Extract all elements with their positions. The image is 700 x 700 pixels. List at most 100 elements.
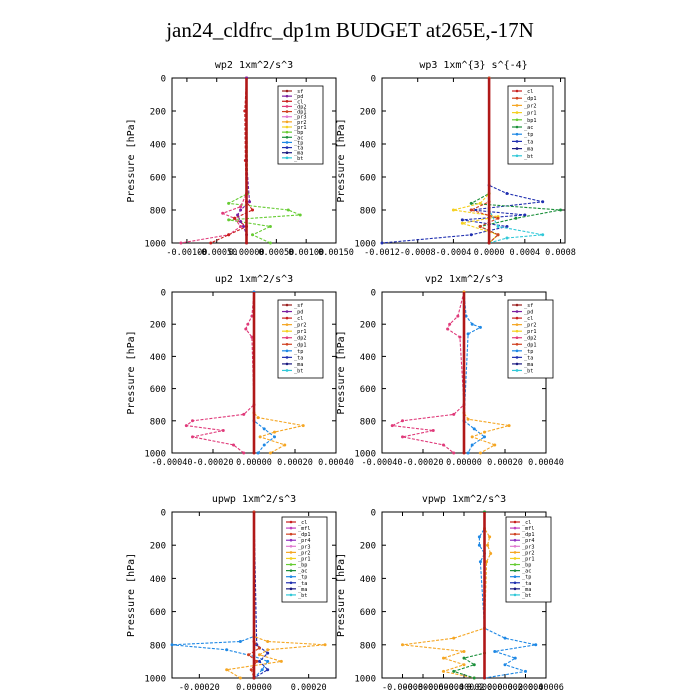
y-tick-label: 800 [150, 417, 166, 427]
series-point [472, 676, 476, 680]
legend-label: _dp2 [294, 104, 307, 110]
legend-label: _ta [522, 581, 531, 587]
legend-label: _ac [298, 569, 307, 575]
series-point [257, 659, 261, 663]
series-point [298, 213, 302, 217]
series-point [486, 543, 490, 547]
legend-label: _ma [524, 362, 533, 368]
series-line [184, 291, 255, 454]
series-point [242, 412, 246, 416]
y-tick-label: 800 [360, 641, 376, 651]
series-point [487, 241, 491, 245]
legend-marker [515, 356, 519, 359]
series-point [266, 639, 270, 643]
x-tick-label: 0.00002 [487, 683, 523, 693]
x-tick-label: 0.00020 [487, 458, 523, 468]
x-tick-label: 0.00150 [318, 248, 354, 258]
y-axis-label: Pressure [hPa] [126, 330, 137, 414]
y-axis-label: Pressure [hPa] [336, 118, 347, 202]
y-tick-label: 800 [360, 417, 376, 427]
panel-5: vpwp 1xm^2/s^3 Pressure [hPa] 0 200 400 600 80… [336, 494, 564, 693]
series-point [239, 220, 243, 224]
legend-marker [285, 146, 289, 149]
legend-label: _pr3 [522, 544, 535, 550]
legend-marker [515, 140, 519, 143]
x-tick-label: -0.00004 [423, 683, 464, 693]
legend-marker [515, 111, 519, 114]
y-tick-label: 600 [150, 608, 166, 618]
legend-marker [515, 369, 519, 372]
chart-title: jan24_cldfrc_dp1m BUDGET at265E,-17N [166, 18, 534, 42]
panel-2: up2 1xm^2/s^3 Pressure [hPa] 0 200 400 600 800… [126, 274, 354, 468]
series-point [446, 327, 450, 331]
y-tick-label: 600 [360, 174, 376, 184]
legend-label: _cl [294, 99, 303, 105]
series-point [462, 663, 466, 667]
legend-label: _pr3 [298, 544, 311, 550]
legend-marker [513, 551, 517, 554]
legend: _sf_pd_cl_dp2_dp1_pr3_pr2_pr1_bp_ac_tp_t… [277, 85, 324, 165]
legend-marker [285, 310, 289, 313]
series-line [463, 291, 486, 454]
series-point [462, 649, 466, 653]
series-point [496, 216, 500, 220]
series-point [209, 241, 213, 245]
legend-marker [515, 125, 519, 129]
series-point [227, 233, 231, 237]
legend-marker [513, 569, 517, 572]
legend-marker [513, 538, 517, 542]
legend-label: _bp [294, 130, 303, 136]
legend-marker [289, 563, 293, 566]
legend-marker [289, 581, 293, 585]
series-point [503, 663, 507, 667]
series-point [251, 233, 255, 237]
x-tick-label: 0.00000 [446, 458, 482, 468]
y-tick-label: 200 [150, 542, 166, 552]
legend-label: _pd [294, 310, 303, 316]
series-point [251, 208, 255, 212]
y-tick-label: 0 [371, 509, 376, 519]
series-point [452, 669, 456, 673]
legend-marker [285, 329, 289, 333]
series-point [244, 327, 248, 331]
legend-label: _ta [298, 581, 307, 587]
legend-marker [513, 563, 517, 566]
series-point [390, 424, 394, 428]
legend-label: _ma [294, 151, 303, 157]
x-tick-label: 0.0004 [509, 248, 540, 258]
legend-label: _ta [524, 355, 533, 361]
series-point [245, 241, 249, 245]
x-tick-label: 0.00006 [528, 683, 564, 693]
series-point [507, 424, 511, 428]
y-tick-label: 1000 [144, 675, 166, 685]
legend-box [277, 85, 324, 165]
panel-0: wp2 1xm^2/s^3 Pressure [hPa] 0 200 400 600 800… [126, 60, 354, 258]
y-tick-label: 0 [161, 75, 166, 85]
series-point [227, 201, 231, 205]
series-point [268, 225, 272, 228]
x-tick-label: -0.00020 [193, 458, 234, 468]
series-point [323, 643, 327, 647]
legend-label: _dp1 [524, 342, 537, 348]
series-point [513, 656, 517, 660]
series-line [402, 512, 492, 679]
legend-label: _ma [522, 587, 531, 593]
legend-label: _dp2 [524, 336, 537, 342]
legend-marker [285, 362, 289, 366]
series-point [466, 332, 470, 336]
x-tick-label: -0.0004 [436, 248, 472, 258]
legend-label: _bp [522, 563, 531, 569]
legend-marker [515, 89, 519, 93]
series-point [524, 669, 527, 673]
plot-frame [171, 77, 337, 244]
legend-label: _cl [294, 316, 303, 322]
legend-marker [513, 526, 517, 530]
y-axis-label: Pressure [hPa] [126, 118, 137, 202]
series-point [503, 636, 507, 640]
legend-marker [289, 538, 293, 542]
series-point [478, 560, 482, 564]
legend-label: _ta [524, 139, 533, 145]
series-point [477, 543, 481, 547]
y-tick-label: 400 [150, 141, 166, 151]
